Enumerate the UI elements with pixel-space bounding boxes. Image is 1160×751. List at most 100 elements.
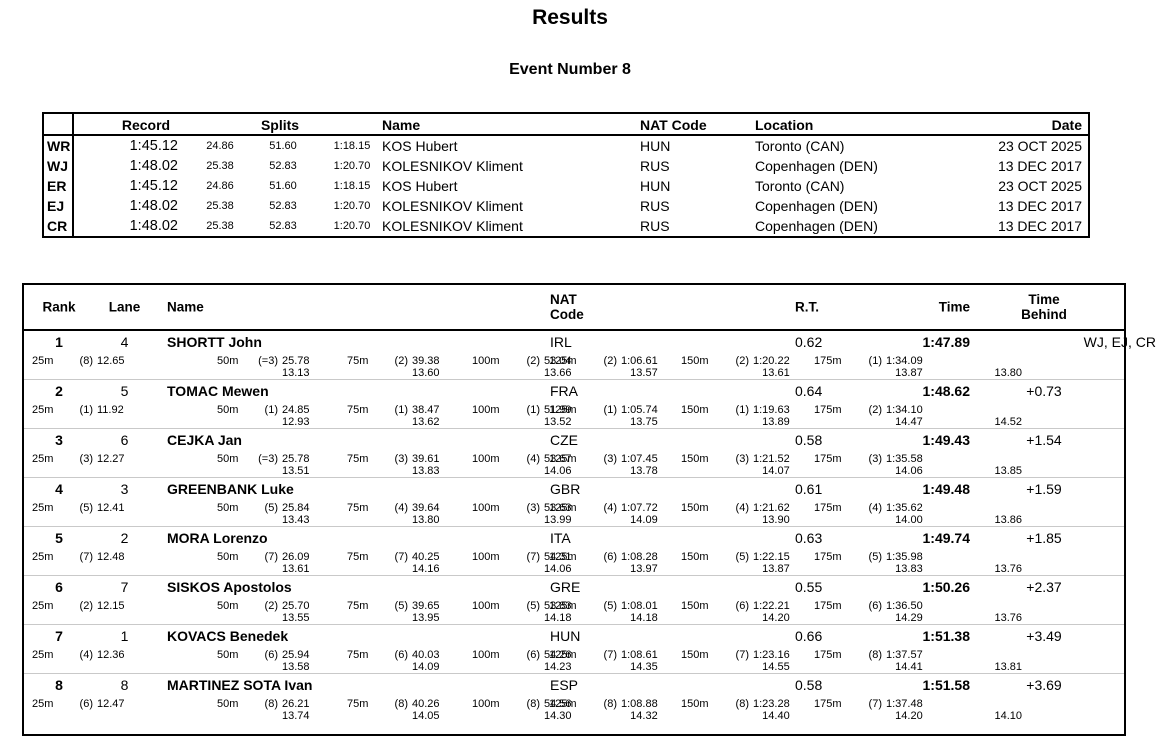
- split-lap: 14.06: [544, 563, 572, 575]
- split-rank: (1): [264, 404, 278, 416]
- split-times: 1:07.45 13.78: [621, 453, 658, 477]
- records-header-nat: NAT Code: [640, 117, 707, 133]
- final-split: 13.76: [994, 612, 1022, 624]
- split-times: 1:05.74 13.75: [621, 404, 658, 428]
- athlete-name: KOVACS Benedek: [167, 628, 289, 644]
- split-lap: 13.74: [282, 710, 310, 722]
- split-times: 24.85 12.93: [282, 404, 310, 428]
- split-cell: 125m (6) 1:08.28 13.97: [549, 551, 658, 575]
- split-cumulative: 53.04: [544, 355, 572, 367]
- split-lap: 14.55: [762, 661, 790, 673]
- split-rank: (5): [526, 600, 540, 612]
- split-cell: 125m (1) 1:05.74 13.75: [549, 404, 658, 428]
- split-lap: 14.20: [762, 612, 790, 624]
- split-distance: 50m: [217, 698, 239, 710]
- split-cell: 150m (3) 1:21.52 14.07: [681, 453, 790, 477]
- result-main-line: 6 7 SISKOS Apostolos GRE 0.55 1:50.26 +2…: [24, 576, 1124, 599]
- athlete-name: SHORTT John: [167, 334, 262, 350]
- time-behind: +1.85: [1026, 530, 1062, 546]
- split-times: 1:08.61 14.35: [621, 649, 658, 673]
- result-row: 8 8 MARTINEZ SOTA Ivan ESP 0.58 1:51.58 …: [24, 673, 1124, 722]
- split-cumulative: 53.67: [544, 453, 572, 465]
- split-lap: 13.66: [544, 367, 572, 379]
- record-time: 1:48.02: [129, 198, 178, 214]
- result-row: 1 4 SHORTT John IRL 0.62 1:47.89 WJ, EJ,…: [24, 331, 1156, 379]
- split-distance: 100m: [472, 355, 500, 367]
- split-cell: 50m (2) 25.70 13.55: [217, 600, 310, 624]
- split-times: 25.78 13.13: [282, 355, 310, 379]
- split-times: 1:07.72 14.09: [621, 502, 658, 526]
- split-times: 1:36.50 14.29: [886, 600, 923, 624]
- reaction-time: 0.55: [795, 579, 823, 595]
- split-cell: 100m (7) 54.31 14.06: [472, 551, 572, 575]
- result-lane: 6: [120, 432, 129, 448]
- record-split-150m: 1:18.15: [333, 180, 371, 192]
- result-main-line: 7 1 KOVACS Benedek HUN 0.66 1:51.38 +3.4…: [24, 625, 1124, 648]
- time-behind: +0.73: [1026, 383, 1062, 399]
- split-cumulative: 26.21: [282, 698, 310, 710]
- split-distance: 100m: [472, 551, 500, 563]
- results-table-footer: [24, 722, 1124, 734]
- split-cumulative: 1:08.61: [621, 649, 658, 661]
- split-cell: 75m (1) 38.47 13.62: [347, 404, 440, 428]
- split-distance: 175m: [814, 453, 842, 465]
- reaction-time: 0.63: [795, 530, 823, 546]
- split-lap: 14.18: [630, 612, 658, 624]
- split-distance: 125m: [549, 404, 577, 416]
- record-code: WR: [44, 136, 74, 156]
- results-header-nat-code: NAT Code: [550, 292, 584, 322]
- final-split: 13.86: [994, 514, 1022, 526]
- records-table-body: WR 1:45.12 24.86 51.60 1:18.15 KOS Huber…: [44, 136, 1088, 236]
- split-times: 39.38 13.60: [412, 355, 440, 379]
- result-rank: 1: [55, 334, 63, 350]
- split-rank: (2): [526, 355, 540, 367]
- final-time: 1:51.58: [922, 677, 970, 693]
- split-lap: 14.09: [412, 661, 440, 673]
- record-split-50m: 24.86: [206, 180, 234, 192]
- record-holder-name: KOLESNIKOV Kliment: [382, 198, 523, 214]
- result-row: 7 1 KOVACS Benedek HUN 0.66 1:51.38 +3.4…: [24, 624, 1124, 673]
- athlete-name: CEJKA Jan: [167, 432, 242, 448]
- split-cell: 125m (3) 1:07.45 13.78: [549, 453, 658, 477]
- split-cell: 150m (2) 1:20.22 13.61: [681, 355, 790, 379]
- final-split: 13.80: [994, 367, 1022, 379]
- split-cell: 150m (6) 1:22.21 14.20: [681, 600, 790, 624]
- split-lap: 13.13: [282, 367, 310, 379]
- split-lap: 12.93: [282, 416, 310, 428]
- split-rank: (8): [264, 698, 278, 710]
- split-rank: (7): [868, 698, 882, 710]
- split-lap: 14.06: [895, 465, 923, 477]
- split-times: 1:08.88 14.32: [621, 698, 658, 722]
- split-cumulative: 40.25: [412, 551, 440, 563]
- split-lap: 13.80: [412, 514, 440, 526]
- records-header-code-cell: [44, 114, 74, 134]
- split-rank: (3): [394, 453, 408, 465]
- split-times: 1:06.61 13.57: [621, 355, 658, 379]
- record-location: Toronto (CAN): [755, 178, 845, 194]
- split-distance: 100m: [472, 698, 500, 710]
- split-rank: (5): [735, 551, 749, 563]
- split-rank: (1): [79, 404, 93, 416]
- split-cell: 50m (7) 26.09 13.61: [217, 551, 310, 575]
- result-rank: 2: [55, 383, 63, 399]
- record-split-100m: 51.60: [269, 180, 297, 192]
- split-cumulative: 1:37.57: [886, 649, 923, 661]
- results-header-lane: Lane: [108, 299, 141, 315]
- split-cumulative: 1:08.01: [621, 600, 658, 612]
- split-times: 1:22.15 13.87: [753, 551, 790, 575]
- record-split-150m: 1:20.70: [333, 200, 371, 212]
- split-lap: 13.61: [762, 367, 790, 379]
- record-nat: HUN: [640, 138, 671, 154]
- result-main-line: 3 6 CEJKA Jan CZE 0.58 1:49.43 +1.54: [24, 429, 1124, 452]
- split-times: 25.78 13.51: [282, 453, 310, 477]
- split-lap: 14.35: [630, 661, 658, 673]
- split-distance: 100m: [472, 453, 500, 465]
- record-date: 13 DEC 2017: [997, 198, 1082, 214]
- record-nat: RUS: [640, 218, 670, 234]
- time-behind: +3.69: [1026, 677, 1062, 693]
- splits-row: 13.76 25m (2) 12.15 50m (2) 25.70 13.55 75m (5…: [24, 599, 1124, 624]
- split-times: 1:08.01 14.18: [621, 600, 658, 624]
- split-times: 54.31 14.06: [544, 551, 572, 575]
- split-distance: 50m: [217, 551, 239, 563]
- split-cell: 125m (4) 1:07.72 14.09: [549, 502, 658, 526]
